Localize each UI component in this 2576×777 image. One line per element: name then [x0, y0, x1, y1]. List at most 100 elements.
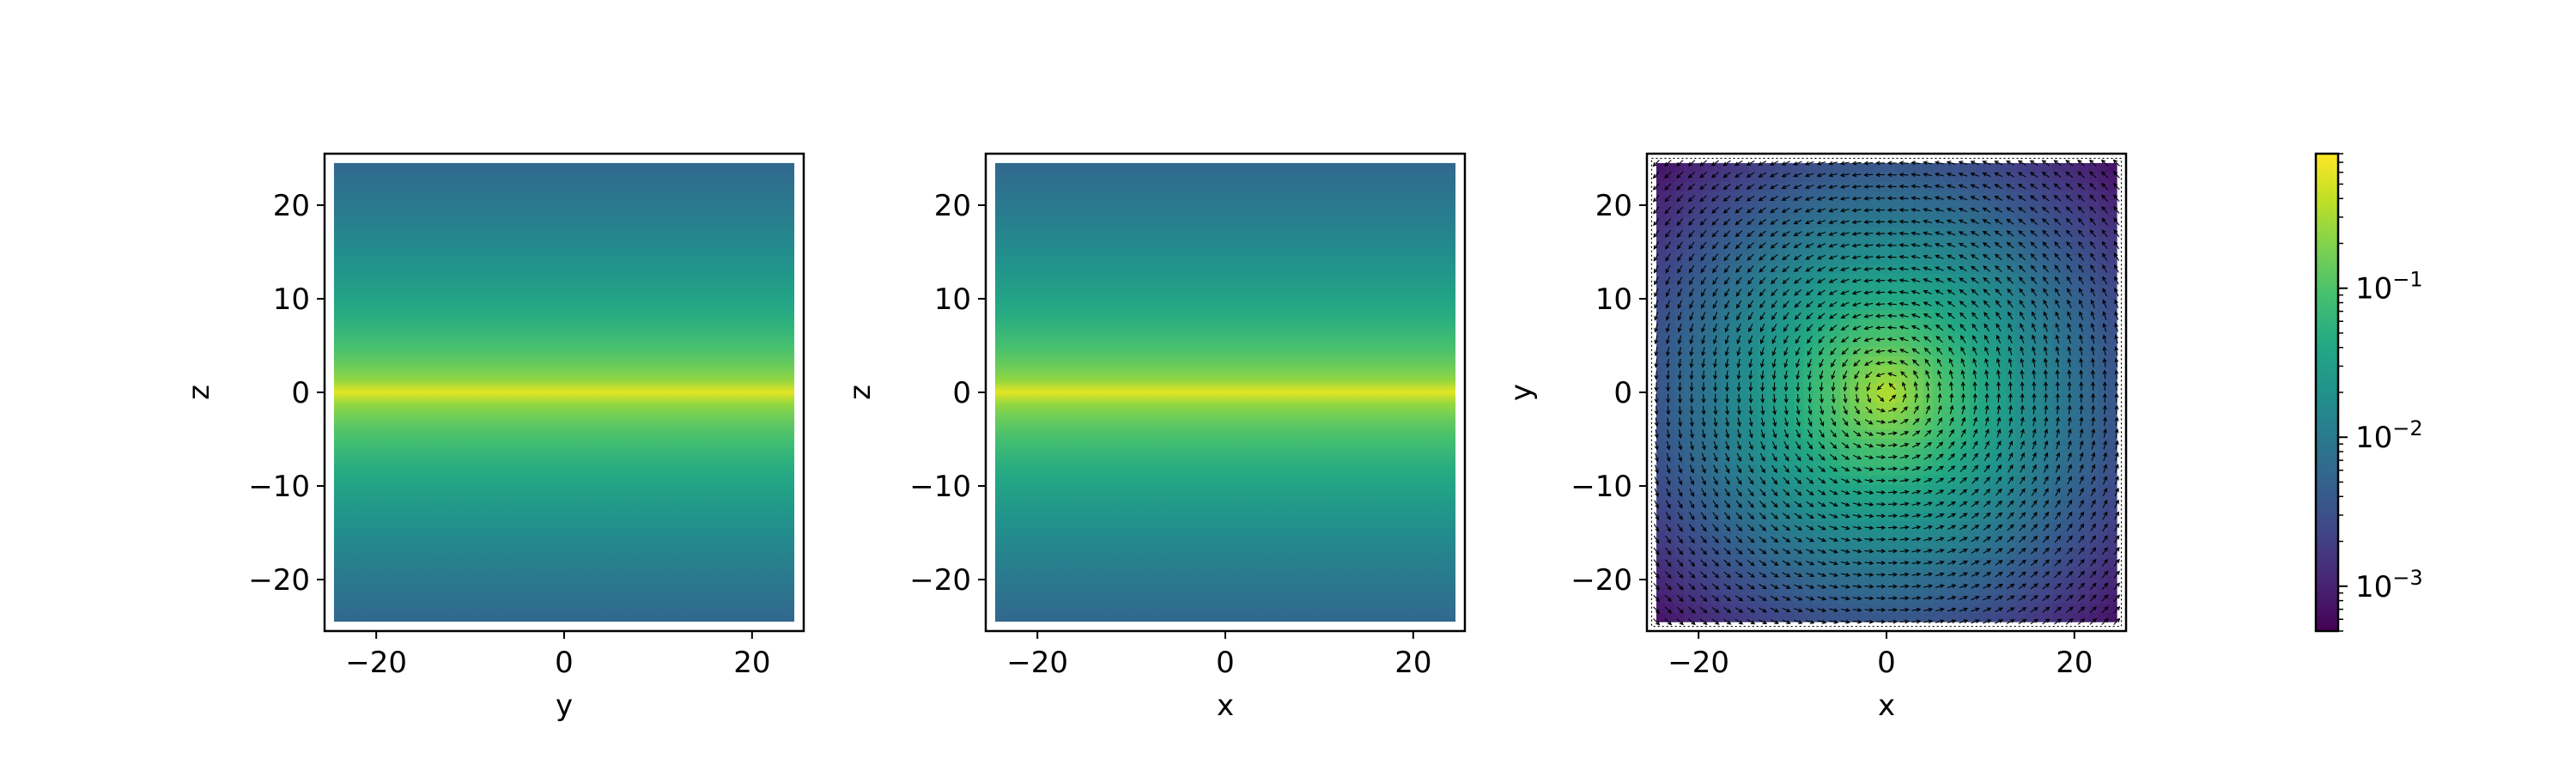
heatmap-cell: [1996, 428, 2007, 440]
quiver-arrow: [1865, 406, 1873, 414]
quiver-arrow: [1970, 242, 1979, 248]
quiver-arrow: [2041, 183, 2050, 190]
quiver-arrow: [1806, 313, 1814, 320]
heatmap-cell: [2098, 291, 2108, 301]
quiver-arrow: [1748, 347, 1753, 356]
heatmap-cell: [1987, 209, 1998, 219]
heatmap-cell: [1895, 483, 1906, 495]
heatmap-cell: [1978, 246, 1989, 256]
heatmap-cell: [2024, 264, 2035, 274]
quiver-arrow: [2067, 322, 2072, 332]
heatmap-cell: [1739, 483, 1749, 495]
heatmap-cell: [1868, 291, 1878, 301]
quiver-arrow: [1688, 559, 1696, 568]
x-tick-label: −20: [345, 646, 407, 680]
heatmap-cell: [1821, 530, 1832, 540]
quiver-arrow: [1935, 584, 1945, 589]
quiver-arrow: [1851, 184, 1862, 189]
heatmap-cell: [1858, 548, 1869, 558]
heatmap-cell: [1895, 300, 1906, 311]
quiver-arrow: [1783, 452, 1789, 462]
heatmap-cell: [1914, 456, 1924, 467]
heatmap-cell: [1766, 538, 1777, 549]
quiver-arrow: [1747, 607, 1756, 613]
heatmap-cell: [1739, 246, 1749, 256]
heatmap-cell: [1951, 603, 1961, 614]
quiver-arrow: [2018, 230, 2026, 237]
heatmap-cell: [1702, 420, 1712, 430]
heatmap-cell: [1757, 282, 1768, 293]
quiver-arrow: [1828, 161, 1838, 166]
heatmap-cell: [2006, 575, 2016, 586]
heatmap-cell: [1813, 227, 1823, 237]
heatmap-cell: [1831, 273, 1841, 283]
quiver-arrow: [2090, 523, 2096, 531]
heatmap-cell: [1711, 392, 1722, 403]
quiver-arrow: [2089, 229, 2097, 238]
quiver-arrow: [1972, 392, 1978, 403]
quiver-arrow: [2089, 217, 2097, 226]
quiver-arrow: [1795, 417, 1801, 428]
heatmap-cell: [1776, 493, 1786, 503]
quiver-arrow: [2019, 476, 2026, 485]
quiver-arrow: [1829, 584, 1839, 589]
heatmap-cell: [1987, 273, 1998, 283]
quiver-arrow: [1852, 619, 1862, 624]
heatmap-cell: [1821, 520, 1832, 531]
heatmap-cell: [1794, 236, 1805, 246]
heatmap-cell: [1850, 246, 1860, 256]
quiver-arrow: [1923, 619, 1934, 624]
quiver-arrow: [2102, 499, 2108, 508]
quiver-arrow: [1805, 243, 1814, 248]
heatmap-cell: [2088, 236, 2099, 246]
heatmap-cell: [1850, 209, 1860, 219]
heatmap-cell: [1748, 566, 1759, 577]
heatmap-cell: [1941, 254, 1952, 265]
quiver-arrow: [2020, 392, 2025, 403]
heatmap-cell: [1895, 420, 1906, 430]
heatmap-cell: [2052, 566, 2063, 577]
quiver-arrow: [1959, 265, 1967, 272]
heatmap-cell: [1803, 246, 1814, 256]
heatmap-cell: [1840, 309, 1850, 320]
heatmap-cell: [1959, 273, 1971, 283]
heatmap-cell: [1914, 218, 1924, 228]
heatmap-cell: [1923, 475, 1934, 485]
heatmap-cell: [1803, 594, 1814, 604]
quiver-arrow: [1959, 452, 1967, 461]
quiver-arrow: [1701, 405, 1706, 416]
heatmap-cell: [1932, 254, 1942, 265]
heatmap-cell: [2061, 401, 2072, 411]
heatmap-cell: [1813, 603, 1823, 614]
heatmap-cell: [1987, 328, 1998, 338]
heatmap-cell: [2070, 585, 2081, 595]
quiver-arrow: [2043, 357, 2048, 367]
heatmap-cell: [1665, 355, 1675, 366]
quiver-arrow: [1899, 513, 1910, 519]
heatmap-cell: [2015, 538, 2026, 549]
quiver-arrow: [2055, 346, 2060, 355]
quiver-arrow: [2103, 464, 2108, 473]
heatmap-cell: [1821, 227, 1832, 237]
heatmap-cell: [2098, 557, 2108, 568]
quiver-arrow: [1911, 208, 1921, 212]
heatmap-cell: [2006, 585, 2016, 595]
quiver-arrow: [1864, 549, 1874, 554]
quiver-arrow: [1654, 276, 1659, 286]
heatmap-cell: [1941, 309, 1952, 320]
quiver-arrow: [1712, 524, 1719, 532]
heatmap-cell: [1729, 319, 1741, 329]
heatmap-cell: [1932, 337, 1942, 348]
heatmap-cell: [1757, 328, 1768, 338]
heatmap-cell: [1996, 355, 2007, 366]
quiver-arrow: [1946, 184, 1956, 189]
quiver-arrow: [1841, 336, 1850, 343]
quiver-arrow: [2101, 582, 2109, 591]
heatmap-cell: [1665, 483, 1675, 495]
heatmap-cell: [1987, 300, 1998, 311]
quiver-arrow: [1795, 382, 1801, 392]
heatmap-cell: [1729, 585, 1741, 595]
heatmap-cell: [1941, 227, 1952, 237]
heatmap-cell: [1794, 493, 1805, 503]
quiver-arrow: [1807, 359, 1812, 368]
